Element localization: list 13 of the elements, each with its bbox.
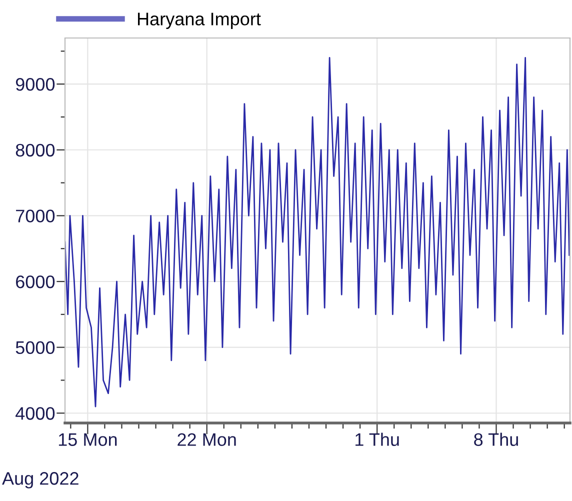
text: Aug 2022 (2, 472, 78, 488)
x-tick-label: 22 Mon (178, 433, 236, 446)
y-tick-label: 8000 (16, 144, 55, 157)
y-tick-label: 6000 (16, 275, 55, 288)
x-tick-label: 15 Mon (58, 433, 117, 446)
y-tick-label: 5000 (16, 341, 55, 354)
x-tick-label: 1 Thu (356, 432, 399, 446)
y-tick-label: 9000 (16, 78, 55, 91)
x-tick-label: 8 Thu (474, 432, 518, 446)
legend-label: Haryana Import (138, 12, 261, 29)
line-series (65, 57, 570, 408)
y-tick-label: 4000 (16, 407, 55, 420)
y-tick-label: 7000 (16, 210, 55, 222)
